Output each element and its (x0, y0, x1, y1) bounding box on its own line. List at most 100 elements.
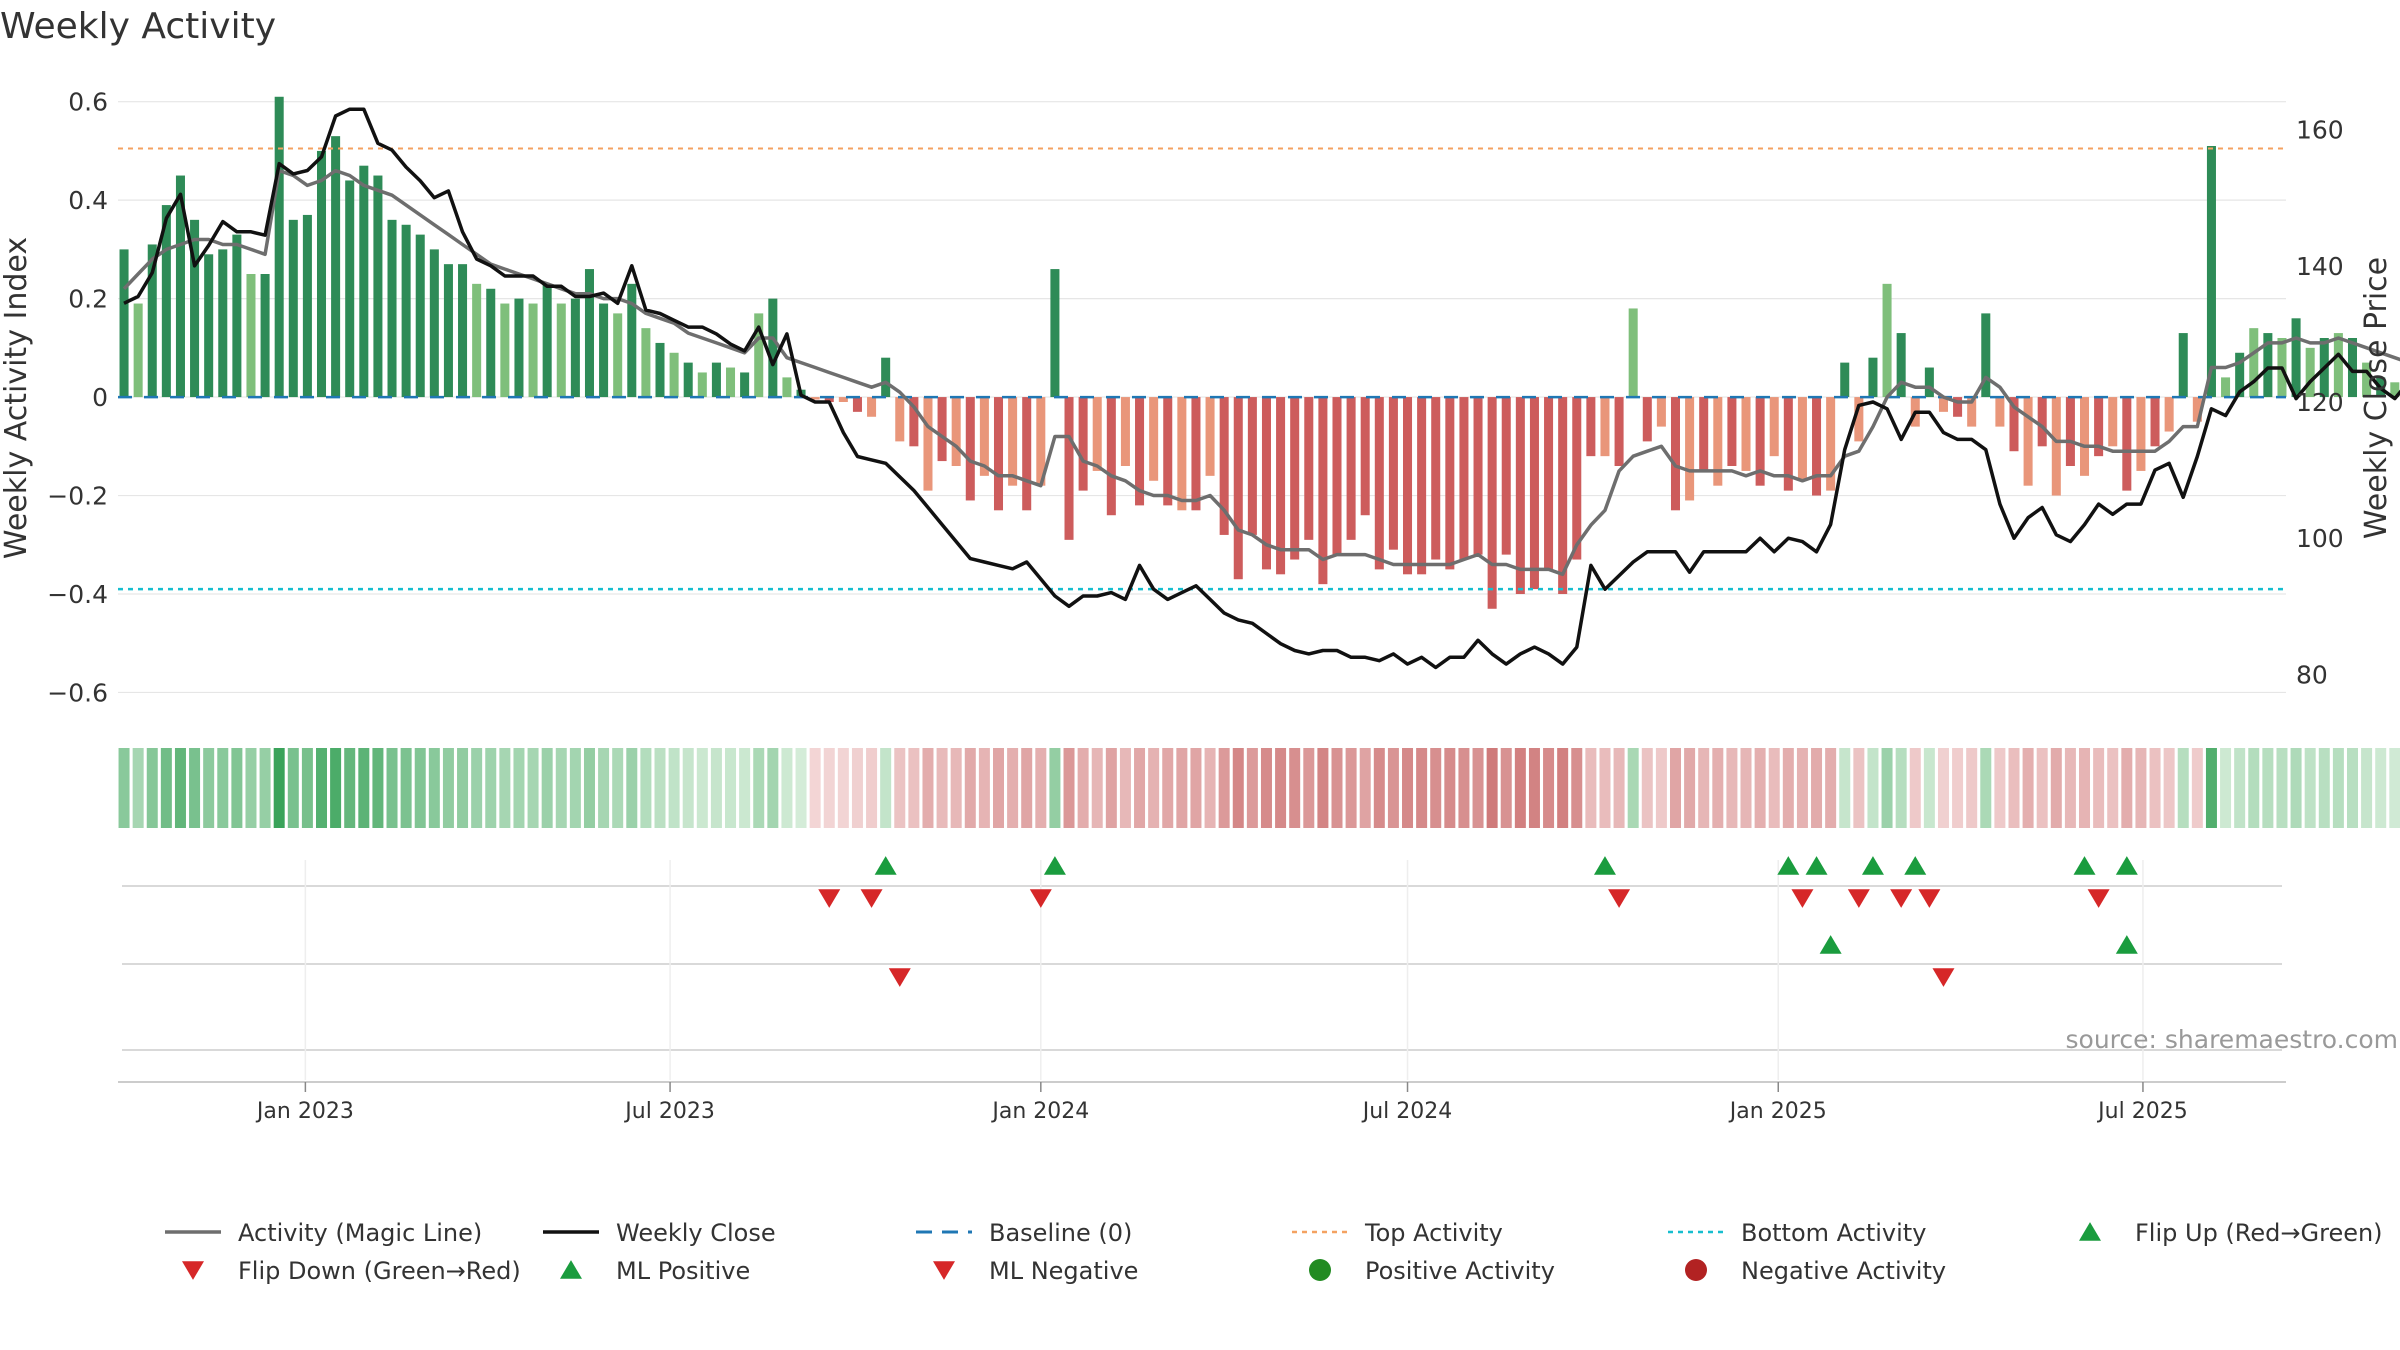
heat-cell (1430, 748, 1442, 828)
heat-cell (1500, 748, 1512, 828)
heat-cell (1035, 748, 1047, 828)
heat-cell (1148, 748, 1160, 828)
heat-cell (964, 748, 976, 828)
activity-bar (133, 303, 143, 398)
activity-bar (2333, 333, 2343, 398)
activity-bar (331, 136, 341, 398)
heat-cell (640, 748, 652, 828)
heat-cell (428, 748, 440, 828)
activity-bar (1276, 397, 1286, 575)
heat-cell (1345, 748, 1357, 828)
heat-cell (1176, 748, 1188, 828)
legend-entry: ML Positive (560, 1257, 750, 1285)
activity-bar (881, 357, 891, 398)
heat-cell (851, 748, 863, 828)
activity-bar (711, 362, 721, 398)
legend-label: Weekly Close (616, 1219, 776, 1247)
legend-entry: Baseline (0) (916, 1219, 1132, 1247)
heat-cell (1655, 748, 1667, 828)
activity-bar (147, 244, 157, 398)
activity-bar (1572, 397, 1582, 560)
activity-bar (486, 288, 496, 398)
ml-positive-marker (2115, 935, 2138, 954)
heat-cell (2332, 748, 2344, 828)
activity-bar (584, 269, 594, 398)
activity-bar (641, 328, 651, 398)
activity-bar (288, 219, 298, 398)
heat-cell (1528, 748, 1540, 828)
flip-down-marker (1847, 889, 1870, 908)
activity-bar (2192, 397, 2202, 422)
legend-entry: Weekly Close (543, 1219, 776, 1247)
heat-cell (710, 748, 722, 828)
heat-cell (2205, 748, 2217, 828)
heat-cell (908, 748, 920, 828)
heat-cell (1740, 748, 1752, 828)
activity-bar (810, 397, 820, 400)
flip-down-marker (1608, 889, 1631, 908)
legend-swatch (182, 1261, 204, 1280)
activity-bar (1149, 397, 1159, 481)
heat-cell (1007, 748, 1019, 828)
y2-tick-label: 80 (2296, 660, 2328, 689)
heat-cell (1105, 748, 1117, 828)
heat-cell (626, 748, 638, 828)
activity-bar (387, 219, 397, 398)
x-tick-label: Jul 2023 (623, 1099, 715, 1124)
heat-cell (2093, 748, 2105, 828)
heat-cell (569, 748, 581, 828)
heat-cell (1585, 748, 1597, 828)
flip-up-marker (2115, 856, 2138, 875)
activity-bar (204, 254, 214, 398)
activity-bar (443, 264, 453, 398)
heat-cell (2036, 748, 2048, 828)
activity-bar (2390, 382, 2400, 398)
activity-bar (1868, 357, 1878, 398)
ml-negative-marker (888, 968, 911, 987)
activity-bar (232, 234, 242, 398)
heat-cell (668, 748, 680, 828)
activity-bar (979, 397, 989, 476)
flip-up-marker (1861, 856, 1884, 875)
legend-label: Negative Activity (1741, 1257, 1946, 1285)
y2-tick-label: 140 (2296, 252, 2344, 281)
activity-bar (2362, 362, 2372, 398)
activity-bar (1642, 397, 1652, 442)
heat-cell (1613, 748, 1625, 828)
activity-bar (1529, 397, 1539, 590)
activity-bar (2221, 377, 2231, 398)
heat-cell (696, 748, 708, 828)
activity-bar (260, 274, 270, 398)
legend-label: Flip Down (Green→Red) (238, 1257, 521, 1285)
activity-bar (1755, 397, 1765, 486)
heat-cell (1232, 748, 1244, 828)
heat-cell (1021, 748, 1033, 828)
y2-tick-label: 100 (2296, 524, 2344, 553)
activity-bar (472, 283, 482, 398)
heat-cell (160, 748, 172, 828)
heat-cell (1063, 748, 1075, 828)
activity-bar (218, 249, 228, 398)
heat-cell (1768, 748, 1780, 828)
heat-cell (2318, 748, 2330, 828)
heat-cell (1966, 748, 1978, 828)
activity-bar (302, 214, 312, 398)
activity-bar (429, 249, 439, 398)
legend-label: Top Activity (1364, 1219, 1503, 1247)
activity-bar (1459, 397, 1469, 560)
heat-cell (809, 748, 821, 828)
event-marker-panel (118, 856, 2286, 1083)
activity-bar (345, 180, 355, 398)
activity-bar (1135, 397, 1145, 506)
activity-bar (1938, 397, 1948, 412)
activity-bar (852, 397, 862, 412)
heat-cell (513, 748, 525, 828)
chart-title: Weekly Activity (0, 6, 276, 47)
legend-entry: ML Negative (933, 1257, 1138, 1285)
activity-bar (415, 234, 425, 398)
activity-bar (161, 205, 171, 398)
activity-bar (401, 224, 411, 398)
activity-bar (2178, 333, 2188, 398)
heat-cell (414, 748, 426, 828)
x-tick-label: Jul 2024 (1361, 1099, 1453, 1124)
